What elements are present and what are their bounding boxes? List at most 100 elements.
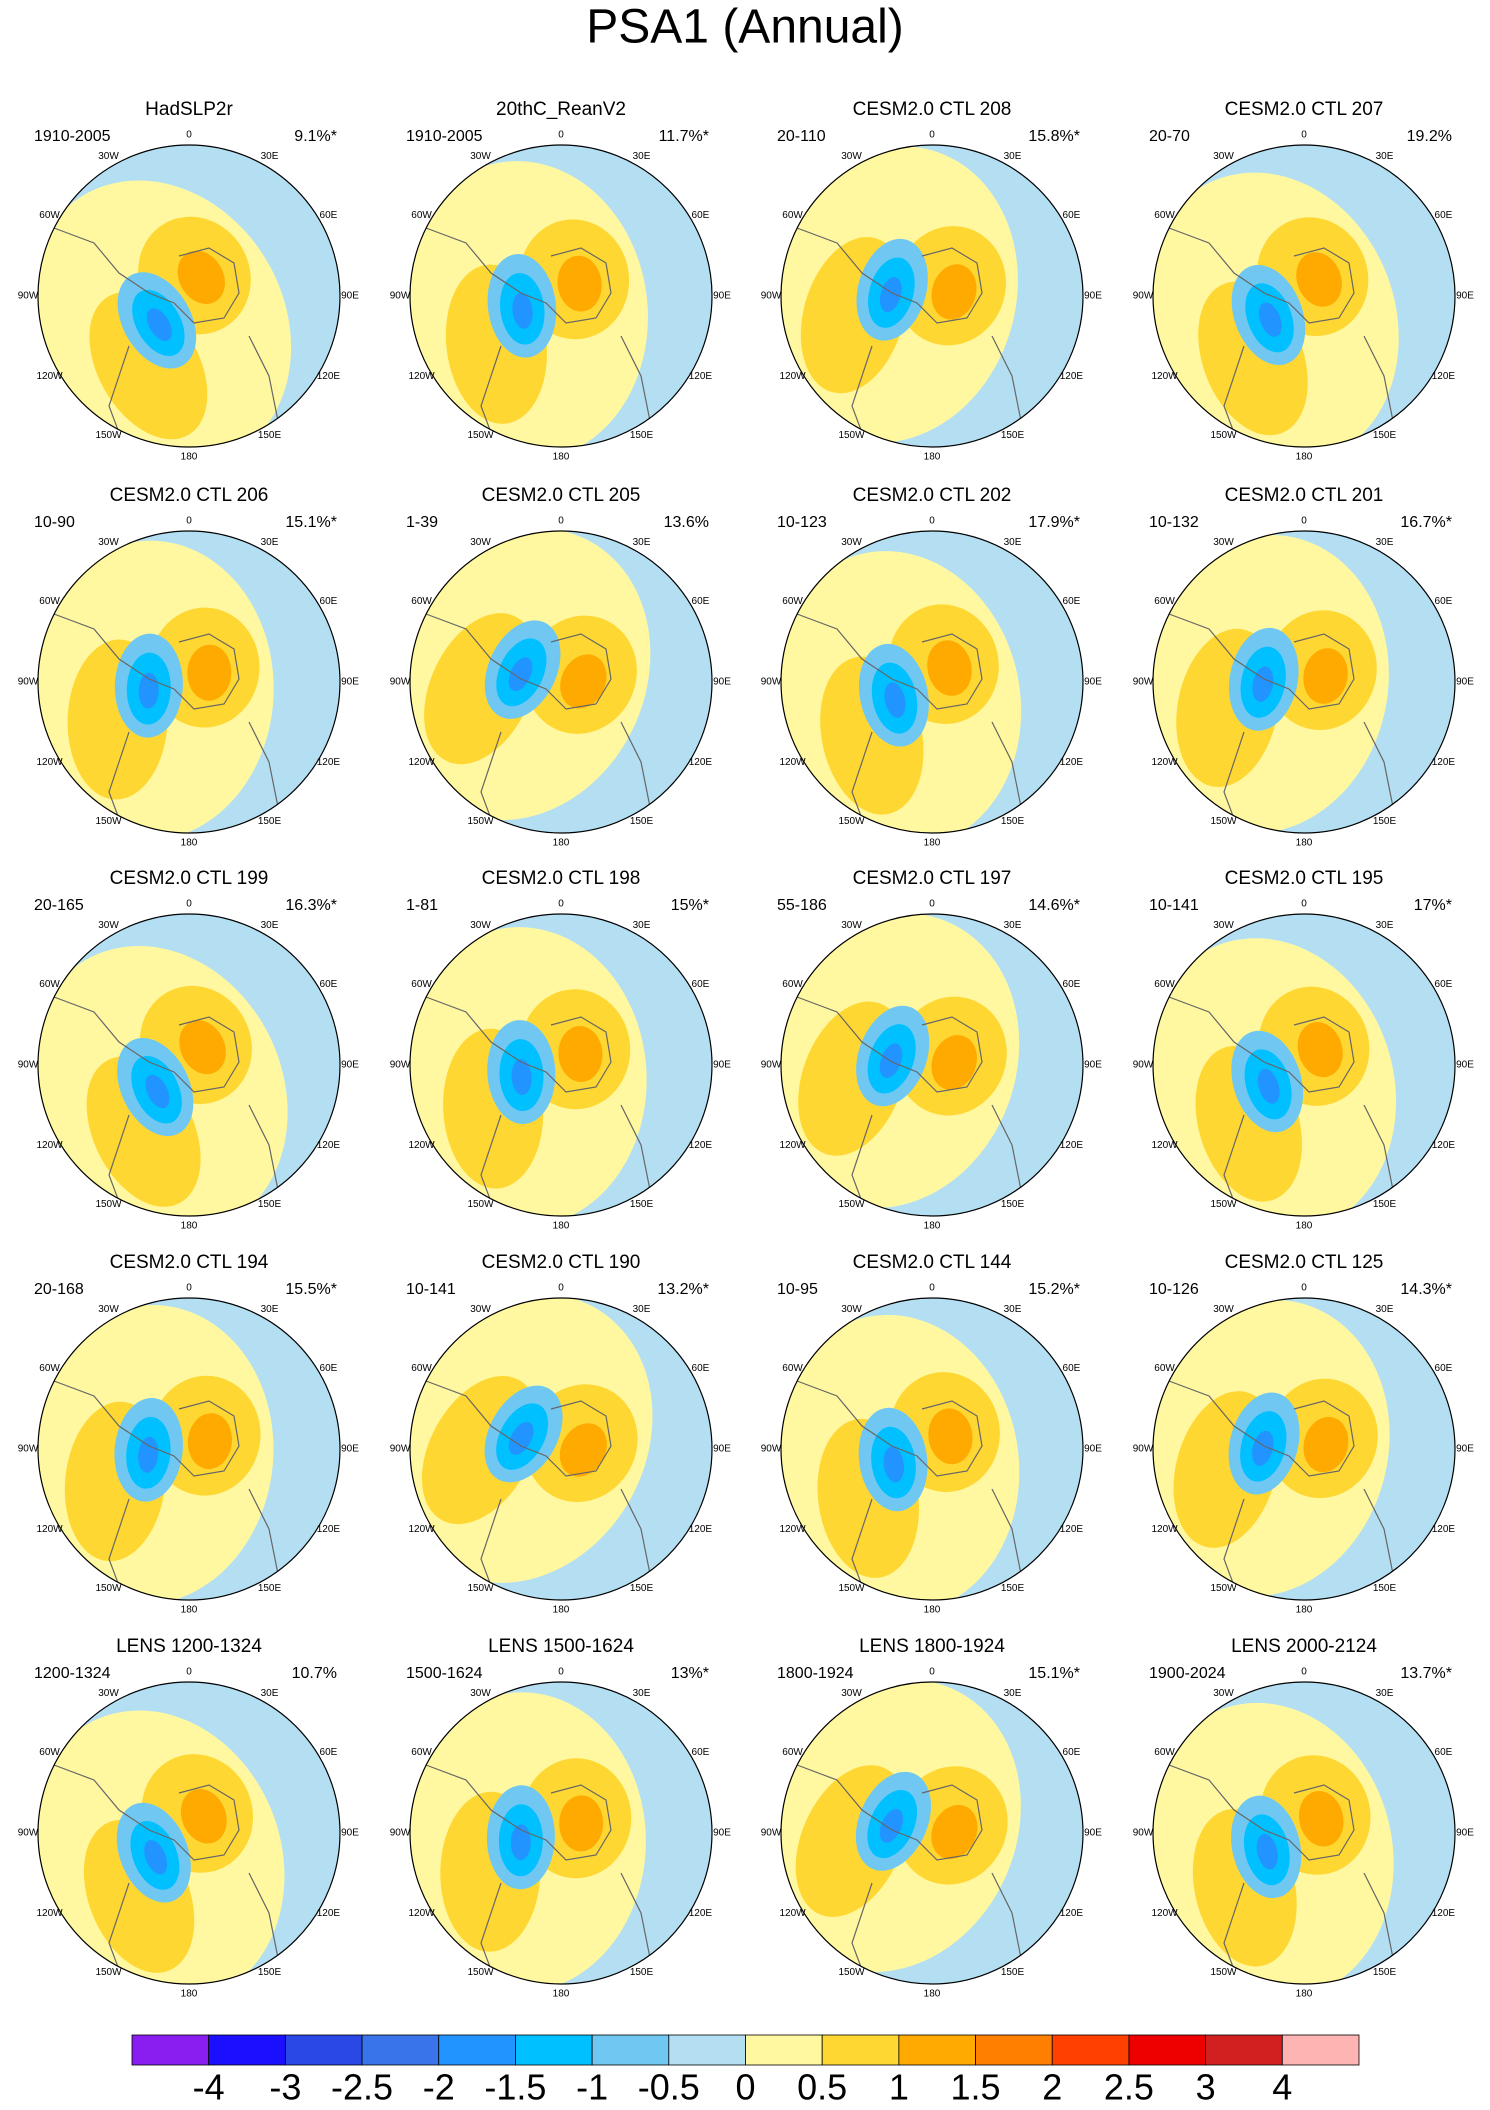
- longitude-label: 60W: [39, 979, 60, 990]
- panel-title: CESM2.0 CTL 195: [1225, 868, 1384, 889]
- map-border: [780, 530, 1084, 834]
- longitude-label: 150W: [838, 1967, 865, 1978]
- longitude-label: 60W: [39, 1363, 60, 1374]
- longitude-label: 30E: [261, 537, 279, 548]
- field-contours: [410, 1692, 646, 1984]
- longitude-label: 30E: [633, 537, 651, 548]
- contour: [1252, 1430, 1274, 1466]
- longitude-label: 150W: [838, 1583, 865, 1594]
- map-field: [38, 145, 340, 447]
- longitude-label: 30E: [633, 151, 651, 162]
- longitude-label: 60E: [692, 596, 710, 607]
- map-border: [37, 913, 341, 1217]
- longitude-label: 60W: [782, 1747, 803, 1758]
- longitude-label: 30E: [1376, 920, 1394, 931]
- longitude-label: 150E: [630, 1199, 654, 1210]
- longitude-label: 0: [929, 1283, 935, 1294]
- map-border: [409, 913, 713, 1217]
- longitude-label: 180: [924, 452, 941, 463]
- longitude-label: 90E: [1084, 1060, 1102, 1071]
- map-field: [38, 1682, 340, 1984]
- longitude-label: 120W: [37, 371, 64, 382]
- colorbar-swatch: [898, 2034, 976, 2066]
- contour: [138, 1436, 159, 1473]
- longitude-label: 120E: [317, 1524, 341, 1535]
- variance-label: 13.7%*: [1400, 1665, 1452, 1682]
- longitude-label: 120E: [1432, 371, 1456, 382]
- longitude-label: 180: [553, 1989, 570, 2000]
- field-contours: [38, 540, 274, 833]
- panel-title: CESM2.0 CTL 206: [110, 485, 269, 506]
- longitude-label: 150E: [258, 1583, 282, 1594]
- panel-title: LENS 2000-2124: [1231, 1636, 1377, 1657]
- longitude-label: 120E: [317, 1908, 341, 1919]
- panel-title: CESM2.0 CTL 198: [482, 868, 641, 889]
- variance-label: 15.5%*: [285, 1281, 337, 1298]
- map-border: [1152, 1297, 1456, 1601]
- colorbar-swatch: [515, 2034, 593, 2066]
- longitude-label: 120W: [1152, 1524, 1179, 1535]
- contour: [927, 640, 972, 696]
- longitude-label: 90E: [341, 291, 359, 302]
- field-contours: [1153, 1299, 1390, 1597]
- longitude-label: 180: [924, 1989, 941, 2000]
- colorbar-swatch: [208, 2034, 286, 2066]
- contour: [879, 1808, 904, 1843]
- map-panel: CESM2.0 CTL 199 20-165 16.3%* 0 30E 60E 90E 120…: [18, 868, 360, 1232]
- longitude-label: 30W: [841, 537, 862, 548]
- longitude-label: 90W: [761, 1828, 782, 1839]
- map-field: [38, 914, 340, 1216]
- longitude-label: 150W: [95, 1967, 122, 1978]
- field-contours: [781, 914, 1020, 1209]
- longitude-label: 60E: [320, 596, 338, 607]
- longitude-label: 60W: [411, 210, 432, 221]
- longitude-label: 30W: [98, 151, 119, 162]
- map-border: [37, 530, 341, 834]
- longitude-label: 0: [558, 516, 564, 527]
- map-panel: CESM2.0 CTL 205 1-39 13.6% 0 30E 60E 90E 120E 15…: [390, 485, 732, 849]
- longitude-label: 60E: [1435, 979, 1453, 990]
- longitude-label: 150E: [1373, 1967, 1397, 1978]
- map-field: [410, 1298, 712, 1600]
- longitude-label: 150W: [838, 1199, 865, 1210]
- longitude-label: 90W: [1133, 1828, 1154, 1839]
- longitude-label: 150W: [95, 1583, 122, 1594]
- longitude-label: 180: [553, 1605, 570, 1616]
- longitude-label: 30W: [98, 920, 119, 931]
- longitude-label: 30E: [1004, 1304, 1022, 1315]
- field-contours: [38, 1710, 285, 1984]
- colorbar-label: 0.5: [797, 2067, 847, 2108]
- map-border: [780, 913, 1084, 1217]
- period-label: 1-81: [406, 897, 438, 914]
- contour: [146, 308, 172, 342]
- longitude-label: 90W: [390, 1444, 411, 1455]
- longitude-label: 90W: [18, 677, 39, 688]
- period-label: 10-90: [34, 514, 75, 531]
- longitude-label: 150W: [467, 1967, 494, 1978]
- longitude-label: 60E: [320, 1363, 338, 1374]
- longitude-label: 60W: [411, 596, 432, 607]
- longitude-label: 90E: [713, 1444, 731, 1455]
- map-panel: CESM2.0 CTL 125 10-126 14.3%* 0 30E 60E 90E 120…: [1133, 1252, 1475, 1616]
- map-panel: CESM2.0 CTL 190 10-141 13.2%* 0 30E 60E 90E 120…: [390, 1252, 732, 1616]
- contour: [560, 654, 607, 709]
- map-panel: LENS 1500-1624 1500-1624 13%* 0 30E 60E 90E 120…: [390, 1636, 732, 2000]
- longitude-label: 120W: [1152, 757, 1179, 768]
- longitude-label: 30W: [470, 537, 491, 548]
- longitude-label: 30W: [470, 1304, 491, 1315]
- colorbar-swatch: [1281, 2034, 1360, 2066]
- longitude-label: 30E: [1004, 151, 1022, 162]
- longitude-label: 120E: [1060, 1140, 1084, 1151]
- map-field: [781, 145, 1083, 447]
- longitude-label: 0: [929, 899, 935, 910]
- longitude-label: 30W: [841, 920, 862, 931]
- panel-title: CESM2.0 CTL 199: [110, 868, 269, 889]
- longitude-label: 120W: [37, 757, 64, 768]
- colorbar-swatch: [591, 2034, 670, 2066]
- period-label: 1800-1924: [777, 1665, 854, 1682]
- longitude-label: 60E: [1063, 979, 1081, 990]
- longitude-label: 120W: [780, 757, 807, 768]
- longitude-label: 90E: [1084, 1828, 1102, 1839]
- map-border: [37, 1681, 341, 1985]
- panel-title: CESM2.0 CTL 144: [853, 1252, 1012, 1273]
